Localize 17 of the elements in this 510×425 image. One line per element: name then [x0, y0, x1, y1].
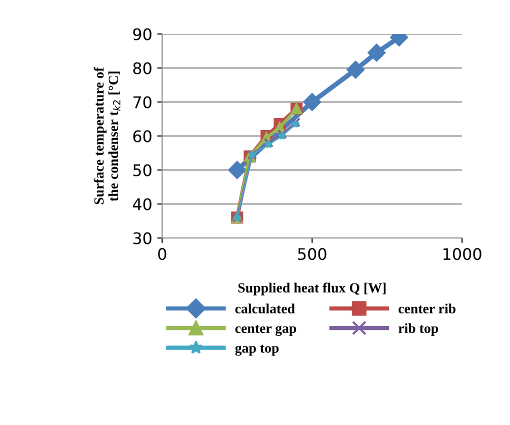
y-tick-label: 40 [132, 198, 152, 210]
y-tick-label: 80 [133, 62, 152, 74]
legend-label: calculated [235, 304, 295, 314]
y-tick-label: 30 [133, 232, 152, 244]
y-axis-title: Surface temperature of the condenser t$_{k2}$ [°C] [94, 66, 120, 204]
legend-label: center rib [398, 304, 456, 314]
y-tick-label: 90 [133, 28, 152, 40]
legend-label: center gap [235, 325, 296, 336]
x-axis-title: Supplied heat flux Q [W] [238, 282, 386, 296]
y-tick-label: 70 [133, 96, 152, 108]
y-tick-label: 50 [133, 164, 152, 176]
y-tick-label: 60 [133, 130, 152, 142]
x-tick-label: 500 [298, 248, 326, 260]
x-tick-label: 0 [158, 248, 166, 260]
x-tick-label: 1000 [443, 248, 482, 260]
legend-label: rib top [398, 323, 438, 336]
legend-label: gap top [235, 344, 279, 356]
